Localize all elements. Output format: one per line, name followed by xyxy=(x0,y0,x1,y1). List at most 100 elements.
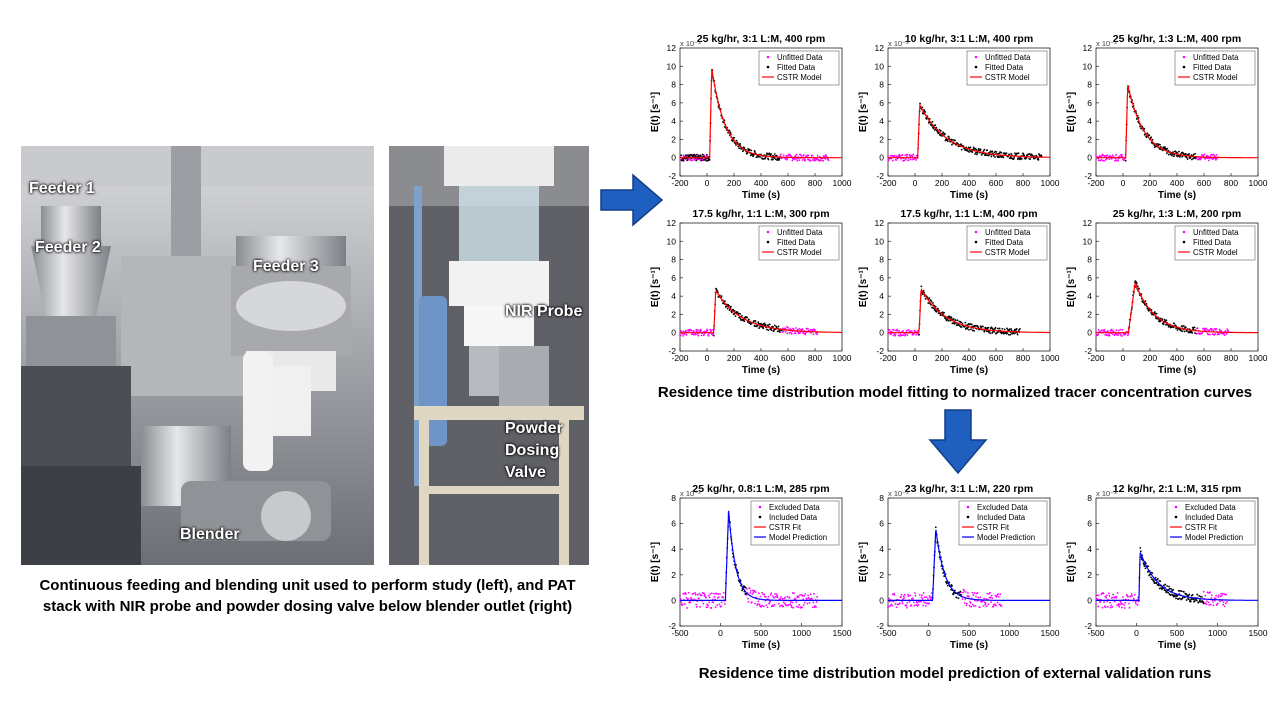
data-point-excluded xyxy=(911,155,914,158)
data-point-excluded xyxy=(1218,333,1221,336)
data-point-excluded xyxy=(906,334,909,336)
data-point-excluded xyxy=(804,331,807,334)
data-point-excluded xyxy=(685,596,688,599)
data-point-excluded xyxy=(802,154,805,156)
data-point-excluded xyxy=(754,602,756,605)
data-point-included xyxy=(939,314,942,316)
legend-marker xyxy=(766,230,770,234)
data-point-included xyxy=(1192,153,1195,156)
data-point-excluded xyxy=(962,591,964,594)
data-point-included xyxy=(1010,328,1013,330)
data-point-included xyxy=(699,155,702,158)
legend-marker xyxy=(974,65,978,69)
x-tick-label: 200 xyxy=(727,353,741,363)
data-point-excluded xyxy=(695,328,698,331)
data-point-included xyxy=(946,584,949,587)
y-tick-label: 8 xyxy=(671,80,676,90)
data-point-excluded xyxy=(895,159,897,161)
y-tick-label: 4 xyxy=(671,291,676,301)
data-point-included xyxy=(766,152,769,155)
data-point-excluded xyxy=(783,602,786,605)
legend-entry: Unfitted Data xyxy=(1193,53,1239,62)
data-point-excluded xyxy=(804,333,807,336)
x-tick-label: -200 xyxy=(1087,178,1104,188)
x-axis-label: Time (s) xyxy=(1158,190,1196,201)
data-point-included xyxy=(979,148,982,151)
x-axis-label: Time (s) xyxy=(950,640,988,651)
data-point-excluded xyxy=(1103,330,1105,333)
data-point-excluded xyxy=(692,333,695,336)
x-tick-label: 1000 xyxy=(1041,178,1060,188)
data-point-included xyxy=(749,154,752,157)
x-tick-label: 1000 xyxy=(1000,628,1019,638)
data-point-excluded xyxy=(1214,333,1217,335)
data-point-excluded xyxy=(717,593,720,595)
y-tick-label: 8 xyxy=(671,493,676,503)
data-point-excluded xyxy=(913,158,915,161)
data-point-excluded xyxy=(990,594,993,597)
data-point-included xyxy=(1153,311,1156,313)
data-point-excluded xyxy=(1115,596,1118,598)
data-point-included xyxy=(973,329,976,332)
data-point-excluded xyxy=(707,604,709,607)
y-axis-label: E(t) [s⁻¹] xyxy=(1066,92,1077,132)
data-point-excluded xyxy=(892,334,895,337)
data-point-excluded xyxy=(972,605,975,608)
data-point-excluded xyxy=(823,155,826,158)
data-point-excluded xyxy=(914,592,916,595)
data-point-included xyxy=(1159,580,1162,583)
data-point-included xyxy=(918,333,920,336)
x-tick-label: 0 xyxy=(913,178,918,188)
data-point-excluded xyxy=(1204,594,1207,597)
data-point-excluded xyxy=(971,591,974,594)
data-point-included xyxy=(971,151,974,154)
data-point-excluded xyxy=(688,159,691,161)
data-point-included xyxy=(1192,598,1195,601)
data-point-included xyxy=(774,158,777,161)
data-point-included xyxy=(1164,583,1167,586)
data-point-excluded xyxy=(1205,157,1208,160)
legend-entry: Fitted Data xyxy=(777,63,816,72)
legend-entry: Fitted Data xyxy=(985,238,1024,247)
chart-panel: 25 kg/hr, 1:3 L:M, 200 rpm -200 0 200 400 600… xyxy=(1066,208,1268,376)
data-point-included xyxy=(980,154,983,156)
data-point-included xyxy=(970,323,973,326)
data-point-included xyxy=(1016,333,1019,336)
data-point-included xyxy=(951,585,953,587)
data-point-excluded xyxy=(1117,334,1120,337)
data-point-excluded xyxy=(1126,334,1129,337)
data-point-included xyxy=(1183,325,1185,327)
data-point-excluded xyxy=(893,594,896,596)
data-point-excluded xyxy=(797,596,800,599)
data-point-included xyxy=(749,323,752,326)
data-point-excluded xyxy=(918,594,921,596)
y-tick-label: 8 xyxy=(1087,80,1092,90)
data-point-excluded xyxy=(1208,604,1211,606)
legend-marker xyxy=(974,55,978,59)
data-point-excluded xyxy=(978,606,981,609)
data-point-included xyxy=(948,315,951,318)
data-point-included xyxy=(995,151,998,153)
data-point-included xyxy=(1174,150,1177,153)
data-point-included xyxy=(994,326,997,329)
data-point-excluded xyxy=(916,601,919,604)
data-point-included xyxy=(1007,333,1010,336)
data-point-excluded xyxy=(965,602,968,605)
label-feeder-2: Feeder 2 xyxy=(35,239,101,256)
data-point-included xyxy=(1014,152,1016,155)
data-point-excluded xyxy=(816,154,819,157)
legend-marker xyxy=(974,240,978,244)
data-point-included xyxy=(705,153,708,156)
data-point-excluded xyxy=(1101,606,1104,609)
data-point-excluded xyxy=(900,596,902,598)
data-point-included xyxy=(1158,587,1161,590)
data-point-excluded xyxy=(771,595,774,598)
legend-entry: CSTR Fit xyxy=(769,523,802,532)
data-point-excluded xyxy=(1220,592,1222,595)
data-point-included xyxy=(1167,153,1170,156)
data-point-included xyxy=(943,311,945,314)
data-point-excluded xyxy=(679,598,682,600)
data-point-excluded xyxy=(720,605,722,608)
data-point-excluded xyxy=(717,596,720,598)
data-point-excluded xyxy=(964,598,967,601)
